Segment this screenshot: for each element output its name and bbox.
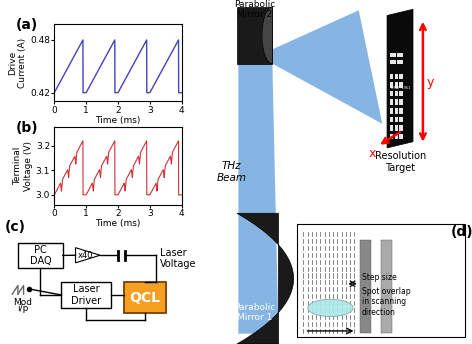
Ellipse shape	[308, 299, 353, 316]
Bar	[390, 53, 396, 57]
Text: (d): (d)	[451, 225, 472, 239]
Text: (a): (a)	[16, 18, 38, 32]
Text: THz
Beam: THz Beam	[216, 161, 246, 183]
Bar	[61, 282, 111, 308]
Bar	[397, 53, 403, 57]
Y-axis label: Drive
Current (A): Drive Current (A)	[8, 38, 27, 88]
Bar	[395, 134, 398, 139]
Bar	[390, 125, 393, 131]
Bar	[399, 99, 403, 105]
Bar	[297, 224, 465, 337]
Polygon shape	[76, 248, 100, 263]
Bar	[390, 82, 393, 88]
Bar	[390, 134, 393, 139]
Text: y: y	[427, 76, 434, 89]
X-axis label: Time (ms): Time (ms)	[95, 116, 141, 125]
Polygon shape	[241, 10, 382, 124]
X-axis label: Time (ms): Time (ms)	[95, 219, 141, 228]
Bar	[390, 74, 393, 79]
Text: Parabolic
Mirror 1: Parabolic Mirror 1	[234, 303, 276, 322]
Bar	[124, 282, 166, 313]
Text: USAF 1951: USAF 1951	[391, 86, 411, 90]
Y-axis label: Terminal
Voltage (V): Terminal Voltage (V)	[14, 141, 33, 191]
Bar	[399, 125, 403, 131]
Bar	[399, 117, 403, 122]
Bar	[390, 60, 396, 64]
Bar	[395, 117, 398, 122]
Bar	[360, 240, 371, 333]
Bar	[381, 240, 392, 333]
Bar	[395, 74, 398, 79]
Polygon shape	[262, 7, 272, 64]
Bar	[395, 99, 398, 105]
Bar	[395, 108, 398, 114]
Text: Laser
Voltage: Laser Voltage	[160, 248, 196, 269]
Text: PC
DAQ: PC DAQ	[30, 245, 51, 266]
Bar	[18, 243, 63, 268]
Bar	[390, 91, 393, 96]
Bar	[237, 7, 272, 64]
Bar	[399, 91, 403, 96]
Polygon shape	[237, 213, 294, 344]
Text: (c): (c)	[5, 220, 25, 234]
Bar	[399, 82, 403, 88]
Text: Spot overlap
in scanning
direction: Spot overlap in scanning direction	[362, 287, 410, 316]
Polygon shape	[387, 9, 413, 148]
Text: Laser
Driver: Laser Driver	[71, 284, 101, 306]
Bar	[395, 125, 398, 131]
Bar	[399, 74, 403, 79]
Bar	[395, 91, 398, 96]
Text: x40: x40	[78, 251, 93, 260]
Text: Mod: Mod	[13, 298, 32, 307]
Text: i/p: i/p	[17, 304, 28, 313]
Text: x: x	[368, 147, 376, 160]
Text: Parabolic
Mirror 2: Parabolic Mirror 2	[234, 0, 276, 19]
Bar	[397, 60, 403, 64]
Text: (b): (b)	[16, 121, 39, 135]
Bar	[399, 108, 403, 114]
Polygon shape	[238, 62, 278, 334]
Bar	[399, 134, 403, 139]
Text: Step size: Step size	[362, 273, 396, 282]
Bar	[390, 99, 393, 105]
Text: Resolution
Target: Resolution Target	[375, 151, 426, 173]
Bar	[390, 108, 393, 114]
Bar	[390, 117, 393, 122]
Bar	[395, 82, 398, 88]
Text: QCL: QCL	[129, 291, 160, 304]
